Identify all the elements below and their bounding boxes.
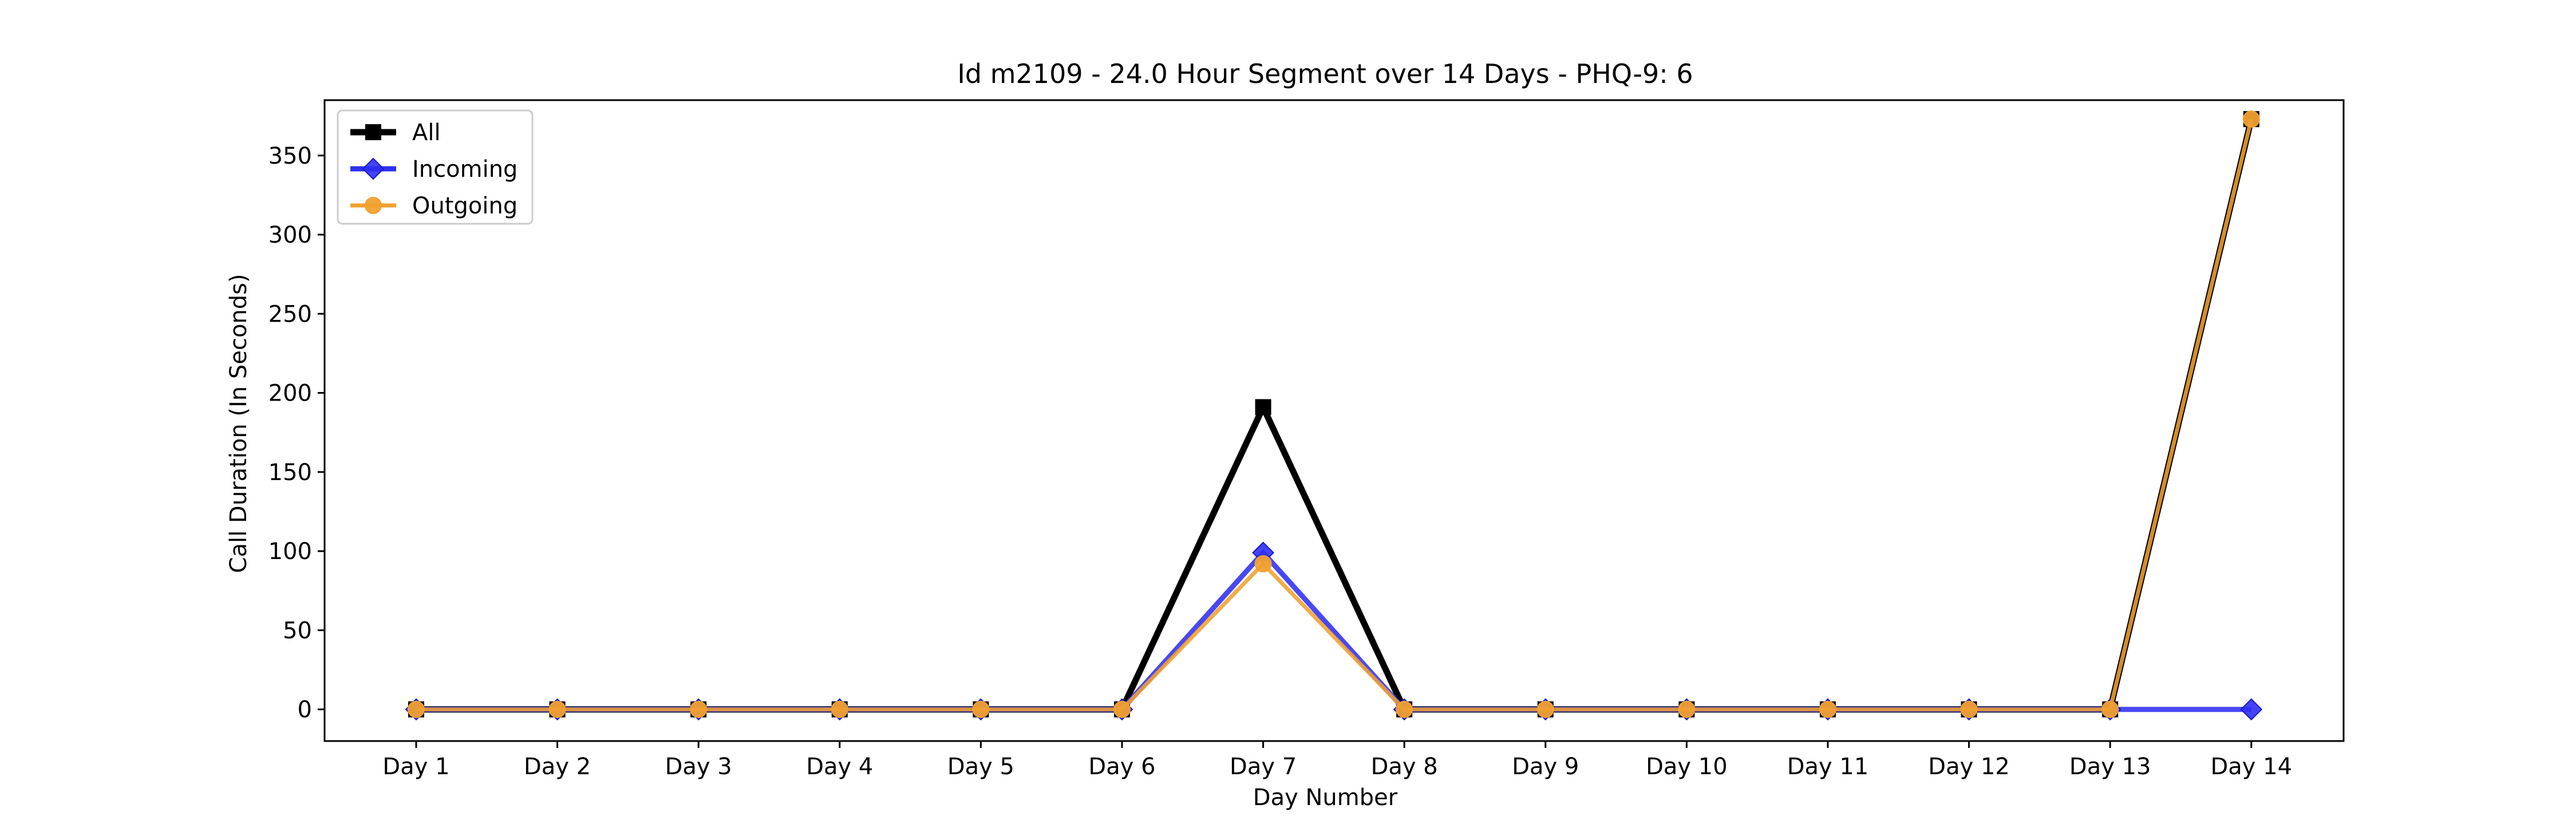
data-point <box>2240 698 2263 721</box>
y-tick-label: 150 <box>268 459 312 486</box>
legend-marker <box>365 124 381 140</box>
data-point <box>1536 700 1554 718</box>
y-tick-label: 200 <box>268 381 312 407</box>
series-line <box>416 549 2251 712</box>
legend-label: Outgoing <box>412 193 517 219</box>
chart-title: Id m2109 - 24.0 Hour Segment over 14 Day… <box>957 58 1693 89</box>
y-tick-label: 0 <box>298 697 312 723</box>
y-tick-label: 250 <box>268 301 312 327</box>
x-tick-label: Day 5 <box>947 754 1014 780</box>
legend-label: All <box>412 120 441 146</box>
data-point <box>2242 110 2260 128</box>
series-all <box>408 111 2259 718</box>
x-tick-label: Day 4 <box>806 754 873 780</box>
data-point <box>548 700 566 718</box>
x-tick-label: Day 12 <box>1928 754 2010 780</box>
x-tick-label: Day 10 <box>1646 754 1728 780</box>
legend-item-all: All <box>350 120 441 146</box>
x-tick-label: Day 8 <box>1371 754 1438 780</box>
x-tick-label: Day 3 <box>665 754 732 780</box>
legend-box <box>337 109 534 225</box>
y-tick-label: 350 <box>268 143 312 169</box>
x-tick-label: Day 1 <box>382 754 449 780</box>
data-point <box>1254 555 1272 573</box>
series-line <box>416 118 2255 713</box>
x-tick-label: Day 2 <box>524 754 591 780</box>
y-tick-label: 300 <box>268 222 312 248</box>
x-tick-label: Day 11 <box>1787 754 1869 780</box>
legend-item-outgoing: Outgoing <box>350 193 517 219</box>
data-point <box>1396 700 1413 718</box>
legend: All Incoming Outgoing <box>337 109 534 225</box>
plot-frame <box>323 99 2345 742</box>
x-tick-label: Day 6 <box>1088 754 1155 780</box>
x-tick-label: Day 7 <box>1230 754 1297 780</box>
data-point <box>1113 700 1131 718</box>
x-tick-label: Day 14 <box>2210 754 2292 780</box>
legend-label: Incoming <box>412 156 517 183</box>
data-point <box>1819 700 1836 718</box>
y-axis-label: Call Duration (In Seconds) <box>226 274 252 573</box>
data-point <box>1255 399 1271 415</box>
data-point <box>408 700 425 718</box>
x-axis-label: Day Number <box>1253 785 1398 811</box>
x-tick-label: Day 13 <box>2069 754 2151 780</box>
series-line <box>416 118 2254 712</box>
plot-area: Day 1 Day 2 Day 3 Day 4 Day 5 Day 6 Day 7 Day 8… <box>268 99 2345 780</box>
y-tick-label: 50 <box>283 617 312 644</box>
legend-marker <box>365 197 382 214</box>
data-point <box>1960 700 1978 718</box>
legend-marker <box>362 157 385 180</box>
data-point <box>831 700 848 718</box>
legend-item-incoming: Incoming <box>350 156 517 183</box>
x-tick-label: Day 9 <box>1512 754 1579 780</box>
series-outgoing <box>408 110 2260 718</box>
y-tick-label: 100 <box>268 538 312 565</box>
series-incoming <box>405 541 2263 721</box>
data-point <box>690 700 708 718</box>
data-point <box>2101 700 2119 718</box>
data-point <box>1678 700 1696 718</box>
data-point <box>972 700 990 718</box>
